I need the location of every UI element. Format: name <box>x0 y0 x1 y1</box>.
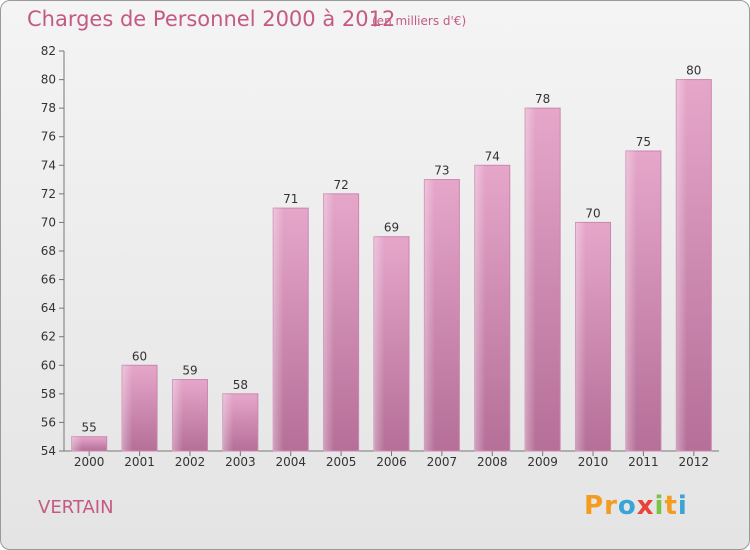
y-tick-label: 60 <box>41 358 56 372</box>
data-label: 69 <box>384 221 399 235</box>
chart-title: Charges de Personnel 2000 à 2012 <box>27 7 396 31</box>
logo-letter: x <box>636 491 655 521</box>
x-tick-label: 2010 <box>578 455 609 469</box>
commune-name: VERTAIN <box>38 497 114 518</box>
x-tick-label: 2011 <box>628 455 659 469</box>
bar-highlight-2000 <box>71 436 107 451</box>
bar-highlight-2003 <box>222 393 258 451</box>
y-tick-label: 74 <box>41 158 56 172</box>
x-tick-label: 2006 <box>376 455 407 469</box>
data-label: 74 <box>485 149 500 163</box>
chart-subtitle: (en milliers d'€) <box>372 14 467 28</box>
bar-highlight-2010 <box>575 222 611 451</box>
data-labels-group: 55 60 59 58 71 72 69 73 74 78 70 75 80 <box>82 64 702 435</box>
bar-highlight-2008 <box>474 165 510 452</box>
logo-letter: t <box>664 491 678 521</box>
y-tick-label: 80 <box>41 73 56 87</box>
y-tick-label: 78 <box>41 101 56 115</box>
data-label: 78 <box>535 92 550 106</box>
logo-letter: i <box>654 491 665 521</box>
bar-highlight-2001 <box>122 365 158 451</box>
data-label: 71 <box>283 192 298 206</box>
bars-group <box>71 79 712 452</box>
x-tick-label: 2001 <box>124 455 155 469</box>
y-tick-label: 64 <box>41 301 56 315</box>
logo-letter: i <box>677 491 688 521</box>
axes: 54 56 58 60 62 64 66 68 70 72 74 76 78 80 82 2000 2001 20… <box>41 44 719 469</box>
y-tick-label: 56 <box>41 415 56 429</box>
x-tick-label: 2002 <box>175 455 206 469</box>
x-tick-label: 2004 <box>275 455 306 469</box>
bar-highlight-2002 <box>172 379 208 451</box>
logo-letter: o <box>617 491 637 521</box>
y-tick-label: 66 <box>41 273 56 287</box>
data-label: 80 <box>686 64 701 78</box>
y-tick-label: 82 <box>41 44 56 58</box>
x-tick-label: 2005 <box>326 455 357 469</box>
data-label: 60 <box>132 349 147 363</box>
proxiti-logo: Proxiti <box>584 491 688 521</box>
data-label: 70 <box>585 206 600 220</box>
bar-highlight-2011 <box>625 151 661 451</box>
data-label: 58 <box>233 378 248 392</box>
data-label: 59 <box>182 364 197 378</box>
bar-highlight-2005 <box>323 193 359 451</box>
y-tick-label: 58 <box>41 387 56 401</box>
y-tick-label: 62 <box>41 330 56 344</box>
y-tick-label: 72 <box>41 187 56 201</box>
bar-highlight-2007 <box>424 179 460 452</box>
data-label: 55 <box>82 421 97 435</box>
data-label: 72 <box>333 178 348 192</box>
bar-highlight-2004 <box>273 208 309 451</box>
x-tick-label: 2012 <box>679 455 710 469</box>
bar-highlight-2009 <box>525 108 561 452</box>
data-label: 75 <box>636 135 651 149</box>
bar-highlight-2006 <box>374 236 409 451</box>
data-label: 73 <box>434 164 449 178</box>
x-tick-label: 2008 <box>477 455 508 469</box>
y-tick-label: 70 <box>41 215 56 229</box>
logo-letter: P <box>584 491 605 521</box>
y-tick-label: 54 <box>41 444 56 458</box>
y-tick-label: 76 <box>41 130 56 144</box>
x-tick-label: 2007 <box>427 455 458 469</box>
logo-letter: r <box>604 491 618 521</box>
x-tick-label: 2003 <box>225 455 256 469</box>
bar-highlight-2012 <box>676 79 712 452</box>
y-tick-label: 68 <box>41 244 56 258</box>
x-tick-label: 2009 <box>527 455 558 469</box>
x-tick-label: 2000 <box>74 455 105 469</box>
